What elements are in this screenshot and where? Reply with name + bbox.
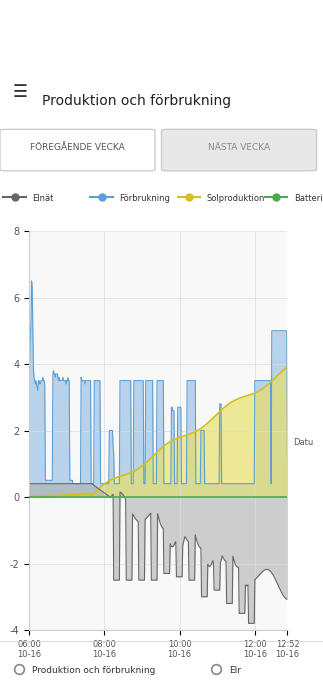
Text: Batteri: Batteri: [294, 194, 323, 203]
Text: ≡: ≡: [281, 20, 297, 39]
Text: Solproduktion: Solproduktion: [207, 194, 265, 203]
Text: ferroamp: ferroamp: [26, 20, 120, 38]
Text: Elnät: Elnät: [32, 194, 54, 203]
FancyBboxPatch shape: [0, 130, 155, 171]
Text: Förbrukning: Förbrukning: [120, 194, 171, 203]
Text: FÖREGÅENDE VECKA: FÖREGÅENDE VECKA: [30, 144, 125, 152]
Text: Produktion och förbrukning: Produktion och förbrukning: [32, 666, 156, 675]
FancyBboxPatch shape: [162, 130, 317, 171]
Text: 12:54: 12:54: [16, 61, 52, 74]
Text: Produktion och förbrukning: Produktion och förbrukning: [42, 94, 231, 108]
Text: Datu: Datu: [293, 438, 313, 447]
Text: NÄSTA VECKA: NÄSTA VECKA: [208, 144, 270, 152]
Text: Elr: Elr: [229, 666, 241, 675]
Text: ☰: ☰: [13, 83, 28, 101]
